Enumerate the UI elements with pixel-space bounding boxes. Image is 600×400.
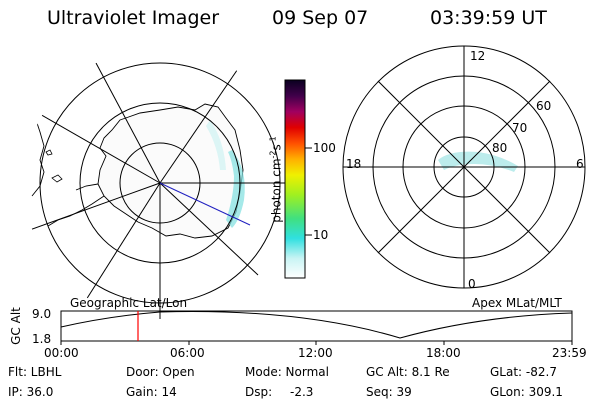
geographic-label: Geographic Lat/Lon — [70, 296, 188, 310]
x-tick-3: 18:00 — [426, 346, 461, 360]
mlat-80-label: 80 — [492, 141, 508, 155]
x-tick-4: 23:59 — [552, 346, 587, 360]
app-title: Ultraviolet Imager — [47, 7, 220, 29]
glon-info: GLon: 309.1 — [490, 385, 563, 399]
geographic-map — [24, 59, 296, 319]
apex-label: Apex MLat/MLT — [472, 296, 562, 310]
polar-aurora — [438, 151, 518, 172]
strip-yaxis-label: GC Alt — [9, 307, 23, 345]
antarctica-outline — [97, 103, 244, 239]
colorbar — [284, 79, 306, 279]
mlt-18-label: 18 — [346, 157, 362, 171]
polar-plot — [342, 45, 586, 289]
aurora-band — [226, 150, 245, 228]
colorbar-label: photon cm-2s-1 — [268, 136, 284, 223]
peninsula-outline — [47, 183, 105, 227]
mlt-6-label: 6 — [576, 157, 584, 171]
altitude-curve — [60, 311, 573, 339]
x-tick-1: 06:00 — [170, 346, 205, 360]
colorbar-tick-10: 10 — [313, 228, 329, 242]
island-outline — [45, 149, 63, 183]
mlt-12-label: 12 — [470, 49, 486, 63]
filter-info: Flt: LBHL — [8, 365, 62, 379]
header-date: 09 Sep 07 — [272, 7, 369, 29]
strip-y-top: 9.0 — [32, 307, 52, 321]
dsp-value: -2.3 — [290, 385, 314, 399]
seq-info: Seq: 39 — [366, 385, 412, 399]
noon-line — [159, 182, 251, 226]
x-tick-2: 12:00 — [298, 346, 333, 360]
x-tick-0: 00:00 — [44, 346, 79, 360]
glat-info: GLat: -82.7 — [490, 365, 557, 379]
mlt-0-label: 0 — [468, 277, 476, 291]
mode-info: Mode: Normal — [245, 365, 329, 379]
ip-info: IP: 36.0 — [8, 385, 54, 399]
header-time: 03:39:59 UT — [430, 7, 547, 29]
mlat-70-label: 70 — [512, 121, 528, 135]
mlat-60-label: 60 — [536, 99, 552, 113]
dsp-label: Dsp: — [245, 385, 273, 399]
gc-alt-info: GC Alt: 8.1 Re — [366, 365, 450, 379]
gain-info: Gain: 14 — [126, 385, 177, 399]
strip-y-bottom: 1.8 — [32, 332, 52, 346]
south-america-outline — [29, 109, 45, 197]
colorbar-tick-100: 100 — [313, 141, 336, 155]
door-info: Door: Open — [126, 365, 195, 379]
